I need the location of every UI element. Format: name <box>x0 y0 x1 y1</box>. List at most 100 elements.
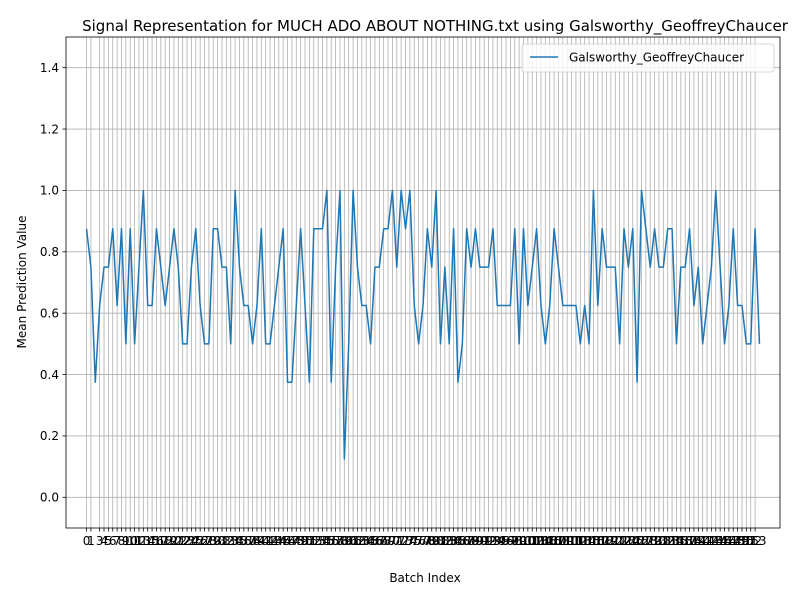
x-tick-label: 117 <box>586 534 609 548</box>
x-tick-label: 92 <box>481 534 496 548</box>
x-tick-label: 58 <box>332 534 347 548</box>
x-tick-label: 148 <box>722 534 745 548</box>
x-tick-label: 72 <box>394 534 409 548</box>
x-tick-label: 139 <box>682 534 705 548</box>
x-tick-label: 64 <box>359 534 374 548</box>
x-tick-label: 87 <box>459 534 474 548</box>
x-tick-label: 80 <box>428 534 443 548</box>
x-tick-label: 152 <box>739 534 762 548</box>
x-tick-label: 40 <box>254 534 269 548</box>
x-tick-label: 126 <box>626 534 649 548</box>
x-tick-label: 143 <box>700 534 723 548</box>
x-tick-label: 13 <box>136 534 151 548</box>
x-tick-label: 71 <box>389 534 404 548</box>
x-tick-label: 136 <box>669 534 692 548</box>
x-tick-label: 110 <box>556 534 579 548</box>
x-tick-label: 28 <box>201 534 216 548</box>
x-tick-label: 151 <box>735 534 758 548</box>
x-tick-label: 149 <box>726 534 749 548</box>
x-tick-label: 82 <box>437 534 452 548</box>
x-tick-label: 96 <box>498 534 513 548</box>
x-tick-label: 16 <box>149 534 164 548</box>
x-tick-label: 112 <box>564 534 587 548</box>
x-tick-label: 23 <box>179 534 194 548</box>
x-tick-label: 12 <box>131 534 146 548</box>
x-tick-label: 132 <box>652 534 675 548</box>
y-tick-label: 1.2 <box>40 122 59 136</box>
x-tick-label: 42 <box>262 534 277 548</box>
series-line-0 <box>85 189 761 460</box>
x-tick-label: 93 <box>485 534 500 548</box>
x-tick-label: 50 <box>297 534 312 548</box>
x-tick-label: 6 <box>109 534 117 548</box>
x-tick-label: 1 <box>87 534 95 548</box>
x-tick-label: 125 <box>621 534 644 548</box>
x-tick-label: 78 <box>420 534 435 548</box>
x-tick-label: 105 <box>534 534 557 548</box>
x-tick-label: 3 <box>96 534 104 548</box>
x-tick-label: 131 <box>648 534 671 548</box>
x-tick-label: 27 <box>197 534 212 548</box>
x-tick-label: 9 <box>122 534 130 548</box>
x-tick-label: 67 <box>372 534 387 548</box>
x-tick-label: 62 <box>350 534 365 548</box>
x-tick-label: 39 <box>249 534 264 548</box>
x-tick-label: 140 <box>687 534 710 548</box>
x-tick-label: 98 <box>507 534 522 548</box>
x-tick-label: 153 <box>744 534 767 548</box>
x-tick-label: 47 <box>284 534 299 548</box>
x-tick-label: 116 <box>582 534 605 548</box>
x-tick-label: 46 <box>280 534 295 548</box>
x-axis-ticks: 01 34567891011121314151617181920212223242… <box>83 528 767 548</box>
x-tick-label: 49 <box>293 534 308 548</box>
x-tick-label: 106 <box>538 534 561 548</box>
y-axis-label: Mean Prediction Value <box>15 216 29 349</box>
x-tick-label: 130 <box>643 534 666 548</box>
x-tick-label: 63 <box>354 534 369 548</box>
x-tick-label: 104 <box>530 534 553 548</box>
x-tick-label: 14 <box>140 534 155 548</box>
x-tick-label: 20 <box>166 534 181 548</box>
x-tick-label: 36 <box>236 534 251 548</box>
x-tick-label: 75 <box>407 534 422 548</box>
x-tick-label: 59 <box>337 534 352 548</box>
x-tick-label: 19 <box>162 534 177 548</box>
x-tick-label: 69 <box>380 534 395 548</box>
x-tick-label: 147 <box>717 534 740 548</box>
x-tick-label: 21 <box>171 534 186 548</box>
x-tick-label: 88 <box>463 534 478 548</box>
x-tick-label: 10 <box>123 534 138 548</box>
x-tick-label: 66 <box>367 534 382 548</box>
legend: Galsworthy_GeoffreyChaucer <box>521 43 775 73</box>
x-tick-label: 142 <box>696 534 719 548</box>
x-tick-label: 109 <box>551 534 574 548</box>
x-tick-label: 32 <box>219 534 234 548</box>
x-tick-label: 44 <box>271 534 286 548</box>
x-tick-label: 70 <box>385 534 400 548</box>
x-tick-label: 51 <box>302 534 317 548</box>
x-tick-label: 137 <box>674 534 697 548</box>
x-tick-label: 56 <box>324 534 339 548</box>
x-tick-label: 61 <box>345 534 360 548</box>
x-tick-label: 123 <box>613 534 636 548</box>
y-tick-label: 0.4 <box>40 368 59 382</box>
x-tick-label: 99 <box>511 534 526 548</box>
x-tick-label: 53 <box>310 534 325 548</box>
x-tick-label: 107 <box>543 534 566 548</box>
x-tick-label: 74 <box>402 534 417 548</box>
x-tick-label: 11 <box>127 534 142 548</box>
x-tick-label: 118 <box>591 534 614 548</box>
x-tick-label: 24 <box>184 534 199 548</box>
x-tick-label: 65 <box>363 534 378 548</box>
x-tick-label: 103 <box>525 534 548 548</box>
x-tick-label: 81 <box>433 534 448 548</box>
x-tick-label: 129 <box>639 534 662 548</box>
y-tick-label: 0.8 <box>40 245 59 259</box>
x-tick-label: 134 <box>661 534 684 548</box>
x-tick-label: 54 <box>315 534 330 548</box>
legend-box <box>521 43 775 73</box>
x-tick-label: 114 <box>573 534 596 548</box>
x-tick-label: 15 <box>144 534 159 548</box>
x-tick-label: 73 <box>398 534 413 548</box>
